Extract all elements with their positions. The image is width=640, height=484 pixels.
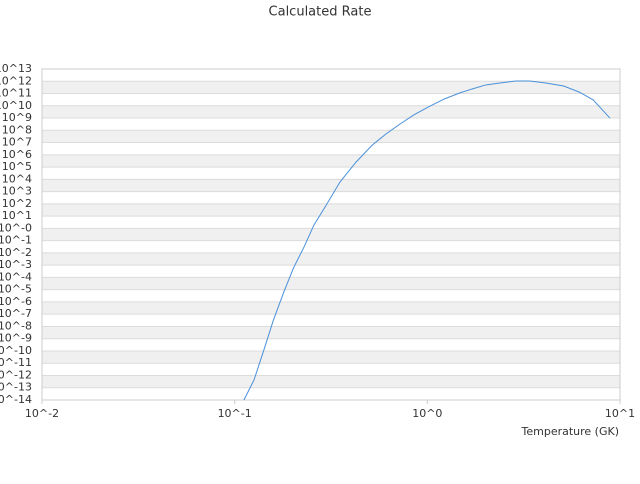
grid-band: [42, 130, 620, 143]
y-tick-label: 10^-0: [0, 221, 32, 234]
y-tick-label: 10^-2: [0, 246, 32, 259]
y-tick-label: 10^-3: [0, 258, 32, 271]
y-tick-label: 10^-14: [0, 393, 32, 406]
chart-title: Calculated Rate: [269, 5, 372, 20]
y-tick-label: 10^3: [2, 185, 32, 198]
y-tick-label: 10^-13: [0, 381, 32, 394]
y-tick-label: 10^-9: [0, 332, 32, 345]
y-tick-label: 10^-11: [0, 356, 32, 369]
grid-band: [42, 375, 620, 388]
y-tick-label: 10^10: [0, 99, 32, 112]
y-tick-label: 10^7: [2, 136, 32, 149]
y-tick-label: 10^2: [2, 197, 32, 210]
y-tick-label: 10^1: [2, 209, 32, 222]
grid-band: [42, 203, 620, 217]
y-tick-label: 10^13: [0, 62, 32, 75]
y-tick-label: 10^-1: [0, 234, 32, 247]
x-tick-label: 10^-1: [218, 407, 252, 420]
data-line: [243, 80, 611, 401]
x-axis-label: Temperature (GK): [521, 425, 620, 438]
grid-band: [42, 301, 620, 315]
y-tick-label: 10^-12: [0, 368, 32, 381]
grid-band: [42, 252, 620, 266]
grid-band: [42, 179, 620, 192]
plot-frame: [41, 68, 621, 401]
y-tick-label: 10^8: [2, 123, 32, 136]
grid-band: [42, 350, 620, 364]
y-tick-label: 10^-10: [0, 344, 32, 357]
y-tick-label: 10^12: [0, 74, 32, 87]
x-tick-label: 10^-2: [25, 407, 59, 420]
y-tick-label: 10^5: [2, 160, 32, 173]
grid-band: [42, 277, 620, 290]
y-tick-label: 10^9: [2, 111, 32, 124]
y-tick-label: 10^6: [2, 148, 32, 161]
y-tick-label: 10^-4: [0, 270, 32, 283]
x-tick-label: 10^1: [605, 407, 635, 420]
grid-band: [42, 105, 620, 119]
grid-band: [42, 81, 620, 94]
y-tick-label: 10^4: [2, 172, 32, 185]
y-tick-label: 10^-6: [0, 295, 32, 308]
x-tick-label: 10^0: [412, 407, 442, 420]
y-tick-label: 10^-8: [0, 319, 32, 332]
grid-band: [42, 326, 620, 339]
grid-band: [42, 154, 620, 168]
grid-band: [42, 228, 620, 241]
y-tick-label: 10^11: [0, 87, 32, 100]
y-tick-label: 10^-7: [0, 307, 32, 320]
y-tick-label: 10^-5: [0, 283, 32, 296]
